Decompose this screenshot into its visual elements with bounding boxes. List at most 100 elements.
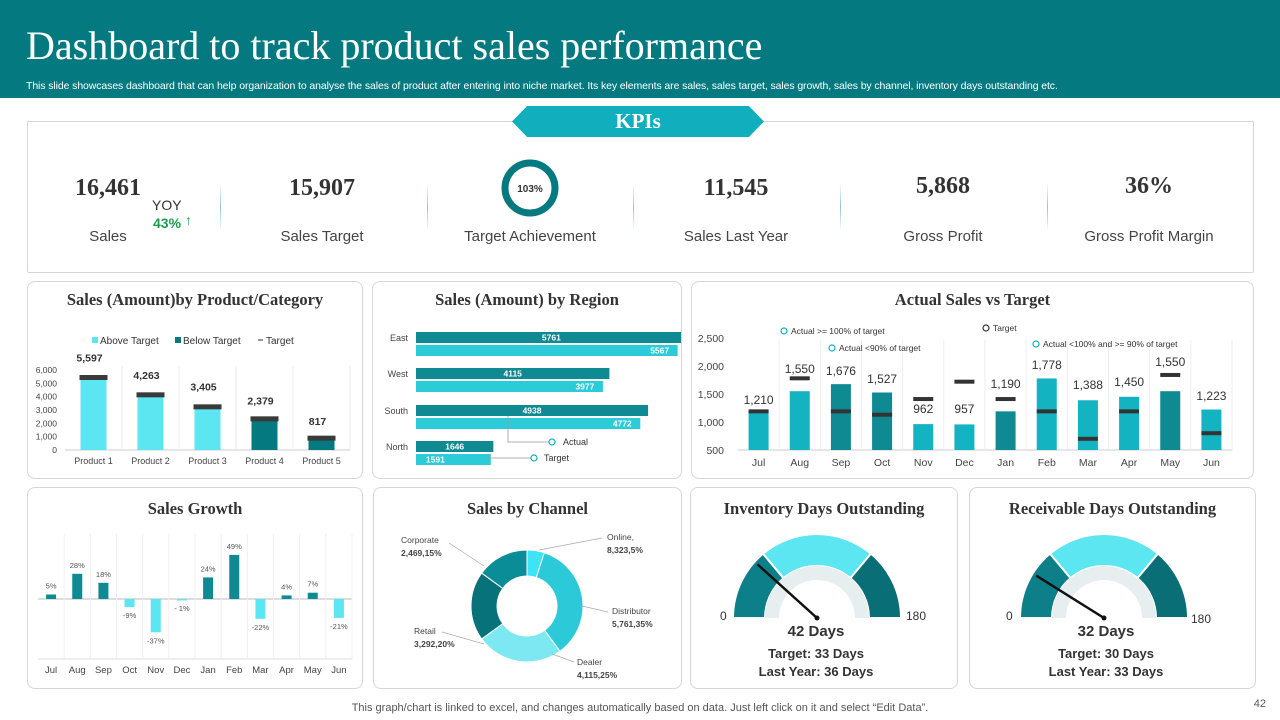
slice-label-name: Retail [414, 626, 436, 636]
arrow-up-icon: ↑ [185, 212, 192, 228]
achievement-ring-value: 103% [517, 184, 543, 195]
bar-jul [748, 410, 769, 450]
footer-note: This graph/chart is linked to excel, and… [351, 702, 929, 714]
kpi-gross-profit-value: 5,868 [916, 173, 970, 199]
receivable-last-year: Last Year: 33 Days [1048, 664, 1164, 679]
receivable-min: 0 [1006, 609, 1013, 623]
x-tick-label: Product 2 [131, 456, 170, 466]
slice-leader [441, 631, 485, 645]
bar-value-label: 1,210 [744, 393, 774, 407]
y-tick-label: 1,000 [698, 417, 724, 429]
x-tick-label: Product 4 [245, 456, 284, 466]
target-marker [250, 416, 279, 422]
inventory-last-year: Last Year: 36 Days [758, 664, 874, 679]
gauge-needle [1035, 574, 1105, 620]
bar-target-value: 3977 [575, 382, 594, 392]
region-label: East [390, 333, 409, 343]
bar-actual-value: 1646 [445, 442, 464, 452]
bar-target-east [416, 345, 678, 356]
bar-jun [333, 599, 344, 618]
y-tick-label: 5,000 [36, 378, 58, 388]
y-tick-label: 3,000 [36, 405, 58, 415]
kpi-gross-profit-margin-value: 36% [1125, 173, 1173, 199]
x-tick-label: May [304, 665, 322, 676]
bar-feb [229, 554, 240, 599]
gauge-inventory [731, 533, 903, 621]
legend-target-label: Target [544, 453, 570, 463]
kpi-gross-profit-margin-label: Gross Profit Margin [1084, 228, 1214, 245]
bar-value-label: 1,223 [1196, 389, 1226, 403]
bar-value-label: 5,597 [76, 352, 102, 364]
y-tick-label: 500 [706, 445, 724, 457]
y-tick-label: 0 [52, 445, 57, 455]
target-marker [193, 404, 222, 410]
x-tick-label: Aug [69, 665, 86, 676]
bar-oct [872, 392, 893, 450]
bar-oct [124, 599, 135, 608]
kpi-banner: KPIs [512, 106, 764, 137]
kpi-divider [840, 183, 841, 231]
bar-aug [72, 573, 83, 599]
target-marker [1036, 409, 1057, 414]
kpi-panel [27, 121, 1254, 273]
panel-receivable [969, 487, 1256, 689]
slice-label-name: Online, [607, 532, 634, 542]
slice-label-name: Dealer [577, 657, 602, 667]
x-tick-label: Jul [45, 665, 57, 676]
legend-marker [1032, 340, 1040, 348]
x-tick-label: Apr [279, 665, 294, 676]
target-marker [1201, 431, 1222, 436]
kpi-gross-profit-margin: 36% Gross Profit Margin [1049, 173, 1249, 245]
bar-target-value: 5567 [650, 346, 669, 356]
x-tick-label: Nov [147, 665, 164, 676]
slice-label-value: 8,323,5% [607, 545, 643, 555]
bar-feb [1036, 378, 1057, 450]
legend-label: Actual <90% of target [839, 343, 921, 353]
bar-apr [281, 595, 292, 599]
target-marker [995, 397, 1016, 402]
achievement-ring: 103% [501, 159, 559, 217]
bar-product-4 [251, 418, 278, 450]
slice-leader [581, 605, 609, 613]
header-bar: Dashboard to track product sales perform… [0, 0, 1280, 98]
bar-jul [46, 594, 57, 599]
x-tick-label: Product 3 [188, 456, 227, 466]
bar-value-label: 7% [307, 580, 318, 589]
panel-inventory [690, 487, 958, 689]
y-tick-label: 6,000 [36, 365, 58, 375]
kpi-sales-last-year: 11,545 Sales Last Year [636, 175, 836, 245]
target-marker [789, 376, 810, 381]
slice-label-name: Distributor [612, 606, 651, 616]
x-tick-label: Feb [226, 665, 242, 676]
legend-above-swatch [92, 337, 98, 343]
x-tick-label: Feb [1038, 457, 1056, 469]
target-marker [136, 392, 165, 398]
x-tick-label: Nov [914, 457, 933, 469]
bar-target-west [416, 381, 603, 392]
legend-below-label: Below Target [183, 336, 241, 347]
inventory-target: Target: 33 Days [768, 646, 864, 661]
legend-label: Actual >= 100% of target [791, 326, 885, 336]
kpi-banner-label: KPIs [615, 109, 661, 133]
x-tick-label: Jul [752, 457, 765, 469]
kpi-sales-last-year-value: 11,545 [703, 175, 769, 201]
slice-label-value: 4,115,25% [577, 670, 618, 680]
page-subtitle: This slide showcases dashboard that can … [26, 80, 1058, 92]
bar-dec [176, 599, 187, 601]
bar-nov [913, 424, 934, 450]
bar-sep [98, 582, 109, 599]
legend-label: Actual <100% and >= 90% of target [1043, 339, 1178, 349]
bar-value-label: 18% [96, 570, 111, 579]
bar-value-label: -37% [147, 636, 165, 645]
y-tick-label: 2,000 [698, 361, 724, 373]
bar-value-label: 1,550 [1155, 355, 1185, 369]
bar-target-value: 1591 [426, 455, 445, 465]
region-label: South [384, 406, 408, 416]
bar-target-value: 4772 [613, 419, 632, 429]
legend-actual-marker [548, 438, 556, 446]
bar-value-label: 1,450 [1114, 375, 1144, 389]
bar-may [1160, 391, 1181, 450]
legend-above-label: Above Target [100, 336, 159, 347]
x-tick-label: Jun [331, 665, 346, 676]
bar-value-label: 1,676 [826, 364, 856, 378]
